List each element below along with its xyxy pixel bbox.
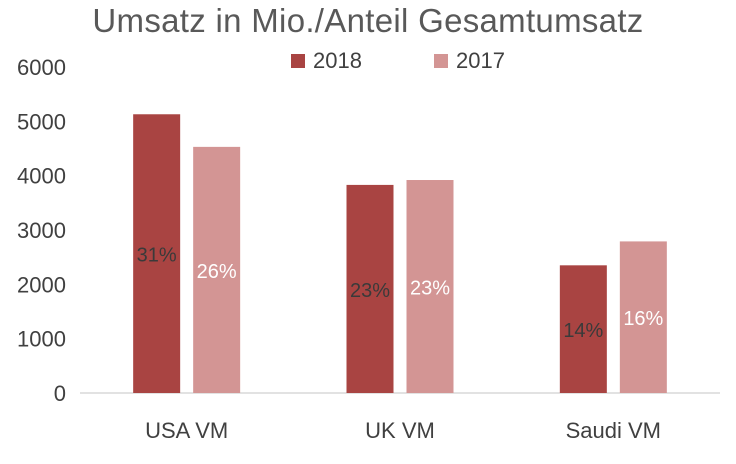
legend-label-series-1: 2017 (456, 48, 505, 73)
x-tick-label: Saudi VM (566, 418, 661, 443)
bar-2018-1 (346, 184, 394, 393)
bar-2018-2 (559, 265, 607, 393)
bar-2017-2 (619, 241, 667, 393)
y-tick-label: 4000 (17, 164, 66, 189)
data-label: 23% (410, 278, 450, 300)
data-label: 31% (137, 245, 177, 267)
legend-swatch-series-1 (434, 54, 448, 68)
legend-label-series-0: 2018 (313, 48, 362, 73)
data-label: 14% (563, 320, 603, 342)
y-tick-label: 6000 (17, 55, 66, 80)
legend-item-series-1: 2017 (434, 48, 505, 74)
data-label: 16% (623, 308, 663, 330)
legend-item-series-0: 2018 (291, 48, 362, 74)
y-tick-label: 5000 (17, 109, 66, 134)
y-tick-label: 3000 (17, 218, 66, 243)
bar-2018-0 (133, 114, 181, 394)
data-label: 26% (197, 261, 237, 283)
x-tick-label: USA VM (145, 418, 228, 443)
data-label: 23% (350, 280, 390, 302)
bar-2017-1 (406, 180, 454, 393)
y-tick-label: 1000 (17, 327, 66, 352)
x-tick-label: UK VM (365, 418, 435, 443)
chart-title: Umsatz in Mio./Anteil Gesamtumsatz (92, 2, 644, 39)
bar-2017-0 (193, 146, 241, 393)
y-tick-label: 2000 (17, 272, 66, 297)
y-tick-label: 0 (54, 381, 66, 406)
legend-swatch-series-0 (291, 54, 306, 68)
legend: 2018 2017 (0, 48, 736, 74)
